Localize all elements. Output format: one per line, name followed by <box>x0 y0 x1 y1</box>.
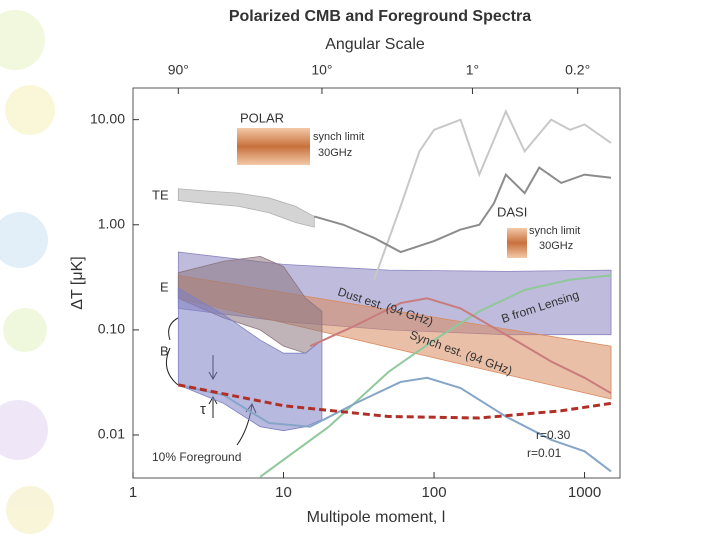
curve <box>373 108 612 281</box>
annotation: 30GHz <box>318 147 352 159</box>
decoration <box>0 10 55 534</box>
annotation: POLAR <box>240 110 284 125</box>
dasi-limit-box <box>507 228 527 258</box>
x-tick-label: 1 <box>129 484 137 501</box>
annotation: r=0.30 <box>536 428 571 442</box>
y-axis-label: ΔT [μK] <box>69 256 86 309</box>
chart-title: Polarized CMB and Foreground Spectra <box>229 8 531 25</box>
y-tick-label: 0.01 <box>98 426 125 442</box>
annotation: synch limit <box>313 131 364 143</box>
curve <box>313 166 612 254</box>
annotation: DASI <box>497 204 527 219</box>
annotation: E <box>160 279 169 294</box>
annotation: r=0.01 <box>527 446 562 460</box>
y-tick-label: 10.00 <box>90 110 125 126</box>
annotation: 10% Foreground <box>152 450 241 464</box>
top-axis-label: Angular Scale <box>325 36 425 53</box>
top-tick-label: 0.2° <box>565 62 590 78</box>
top-tick-label: 10° <box>311 62 332 78</box>
x-tick-label: 10 <box>275 484 292 501</box>
band <box>177 188 315 228</box>
annotation: τ <box>200 401 206 418</box>
curve <box>178 376 612 473</box>
plot-marks <box>177 108 612 478</box>
annotation: TE <box>152 187 169 202</box>
y-tick-label: 1.00 <box>98 215 125 231</box>
curve <box>259 274 612 478</box>
annotation: 30GHz <box>539 240 573 252</box>
curve <box>178 383 612 420</box>
x-axis-label: Multipole moment, l <box>307 509 446 526</box>
x-tick-label: 100 <box>422 484 447 501</box>
annotation: synch limit <box>529 225 580 237</box>
x-tick-label: 1000 <box>568 484 601 501</box>
top-tick-label: 90° <box>168 62 189 78</box>
annotation: B <box>160 343 169 358</box>
y-tick-label: 0.10 <box>98 321 125 337</box>
polar-limit-box <box>237 128 310 165</box>
curve <box>309 297 612 395</box>
top-tick-label: 1° <box>466 62 479 78</box>
